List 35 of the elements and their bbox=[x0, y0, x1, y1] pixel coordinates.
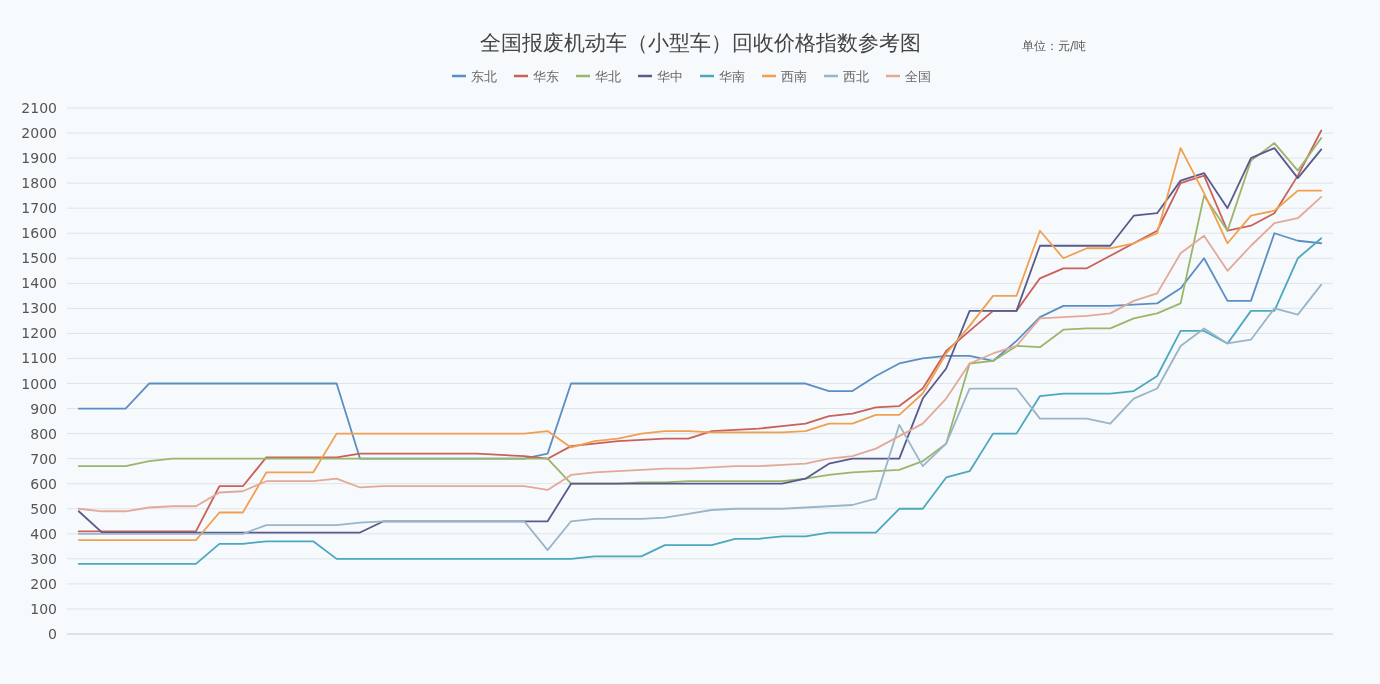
y-tick-label: 0 bbox=[48, 626, 57, 642]
y-tick-label: 1000 bbox=[21, 375, 57, 392]
y-tick-label: 1300 bbox=[21, 300, 57, 317]
y-tick-label: 1800 bbox=[21, 175, 57, 192]
y-tick-label: 1100 bbox=[21, 350, 57, 367]
y-tick-label: 600 bbox=[30, 475, 57, 492]
y-tick-label: 2000 bbox=[21, 125, 57, 142]
y-tick-label: 100 bbox=[30, 600, 57, 617]
y-tick-label: 800 bbox=[30, 425, 57, 442]
legend-label: 华北 bbox=[595, 69, 621, 84]
y-tick-label: 1700 bbox=[21, 200, 57, 217]
y-tick-label: 1200 bbox=[21, 325, 57, 342]
y-tick-label: 1900 bbox=[21, 150, 57, 167]
y-tick-label: 1600 bbox=[21, 225, 57, 242]
legend-label: 华南 bbox=[719, 69, 745, 84]
text: 单位：元/吨 bbox=[1022, 39, 1087, 53]
line-series bbox=[77, 196, 1323, 513]
y-tick-label: 500 bbox=[30, 500, 57, 517]
line-series bbox=[77, 283, 1323, 551]
y-tick-label: 300 bbox=[30, 550, 57, 567]
legend-label: 西北 bbox=[843, 69, 869, 84]
y-tick-label: 1500 bbox=[21, 250, 57, 267]
y-tick-label: 1400 bbox=[21, 275, 57, 292]
legend-label: 西南 bbox=[781, 69, 807, 84]
legend-label: 华中 bbox=[657, 69, 683, 84]
y-tick-label: 400 bbox=[30, 525, 57, 542]
legend-label: 全国 bbox=[905, 69, 931, 84]
legend-label: 东北 bbox=[471, 69, 497, 84]
chart-title: 全国报废机动车（小型车）回收价格指数参考图 bbox=[479, 31, 921, 55]
y-tick-label: 200 bbox=[30, 575, 57, 592]
line-series bbox=[77, 237, 1323, 565]
y-tick-label: 2100 bbox=[21, 100, 57, 116]
legend-label: 华东 bbox=[533, 69, 559, 84]
y-tick-label: 700 bbox=[30, 450, 57, 467]
y-tick-label: 900 bbox=[30, 400, 57, 417]
